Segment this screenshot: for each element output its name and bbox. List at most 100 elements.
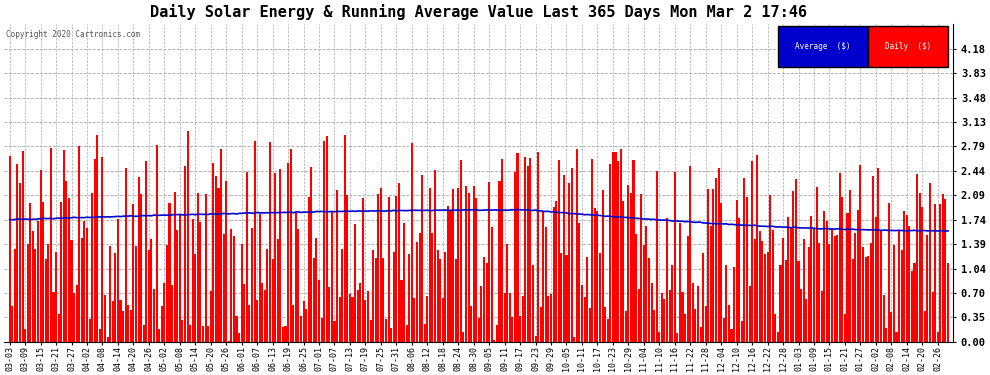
Bar <box>135 246 137 342</box>
Bar <box>898 230 900 342</box>
Bar <box>944 199 946 342</box>
Bar <box>538 152 540 342</box>
Bar <box>112 302 114 342</box>
Bar <box>777 332 779 342</box>
Bar <box>811 216 813 342</box>
Bar <box>743 178 745 342</box>
Bar <box>530 158 532 342</box>
Bar <box>75 285 77 342</box>
Bar <box>305 309 307 342</box>
Bar <box>589 308 591 342</box>
Bar <box>398 183 400 342</box>
Bar <box>877 168 879 342</box>
Bar <box>924 311 926 342</box>
Bar <box>511 316 514 342</box>
Bar <box>635 234 638 342</box>
Bar <box>329 287 331 342</box>
Bar <box>388 197 390 342</box>
Bar <box>17 164 19 342</box>
Bar <box>336 190 339 342</box>
Bar <box>880 231 882 342</box>
Bar <box>146 161 148 342</box>
Bar <box>779 265 781 342</box>
Bar <box>323 141 325 342</box>
Bar <box>550 294 552 342</box>
Bar <box>346 195 348 342</box>
Bar <box>467 193 469 342</box>
Bar <box>565 255 567 342</box>
Bar <box>359 284 361 342</box>
Bar <box>101 157 104 342</box>
Bar <box>658 332 660 342</box>
Bar <box>914 262 916 342</box>
Bar <box>313 258 315 342</box>
Bar <box>615 152 617 342</box>
Bar <box>633 160 635 342</box>
Bar <box>377 194 379 342</box>
Bar <box>941 194 943 342</box>
Bar <box>282 327 284 342</box>
Bar <box>707 189 709 342</box>
Bar <box>882 295 885 342</box>
Bar <box>361 198 364 342</box>
Bar <box>244 284 246 342</box>
Bar <box>372 251 374 342</box>
Bar <box>901 250 903 342</box>
Bar <box>356 290 358 342</box>
Bar <box>687 236 689 342</box>
Bar <box>519 316 521 342</box>
Bar <box>790 228 792 342</box>
Bar <box>816 186 818 342</box>
Bar <box>62 150 64 342</box>
Bar <box>509 293 511 342</box>
Bar <box>168 203 170 342</box>
FancyBboxPatch shape <box>868 26 948 67</box>
Bar <box>310 167 312 342</box>
Bar <box>287 163 289 342</box>
Bar <box>250 228 253 342</box>
Bar <box>295 212 297 342</box>
Bar <box>543 212 545 342</box>
Bar <box>922 207 924 342</box>
Bar <box>416 242 418 342</box>
Bar <box>73 293 75 342</box>
Bar <box>207 326 209 342</box>
Bar <box>35 249 37 342</box>
Bar <box>210 291 212 342</box>
Bar <box>679 223 681 342</box>
Bar <box>223 234 225 342</box>
Bar <box>552 207 554 342</box>
Bar <box>228 340 230 342</box>
Bar <box>498 181 501 342</box>
Bar <box>888 203 890 342</box>
Bar <box>713 189 715 342</box>
Bar <box>609 164 612 342</box>
Bar <box>215 176 217 342</box>
Bar <box>568 183 570 342</box>
Bar <box>11 306 13 342</box>
Bar <box>393 252 395 342</box>
Bar <box>594 208 596 342</box>
Bar <box>501 159 503 342</box>
Bar <box>218 188 220 342</box>
Bar <box>382 258 384 342</box>
Bar <box>859 165 861 342</box>
Bar <box>300 316 302 342</box>
Bar <box>563 176 565 342</box>
Bar <box>676 333 678 342</box>
Bar <box>27 244 29 342</box>
Bar <box>231 229 233 342</box>
Bar <box>625 310 627 342</box>
Bar <box>133 204 135 342</box>
Bar <box>261 283 263 342</box>
Bar <box>440 259 442 342</box>
Bar <box>445 252 446 342</box>
Bar <box>653 310 655 342</box>
Bar <box>748 286 750 342</box>
Bar <box>442 298 444 342</box>
Bar <box>91 193 93 342</box>
Bar <box>803 239 805 342</box>
Bar <box>475 198 477 342</box>
Bar <box>702 253 704 342</box>
Bar <box>148 250 149 342</box>
